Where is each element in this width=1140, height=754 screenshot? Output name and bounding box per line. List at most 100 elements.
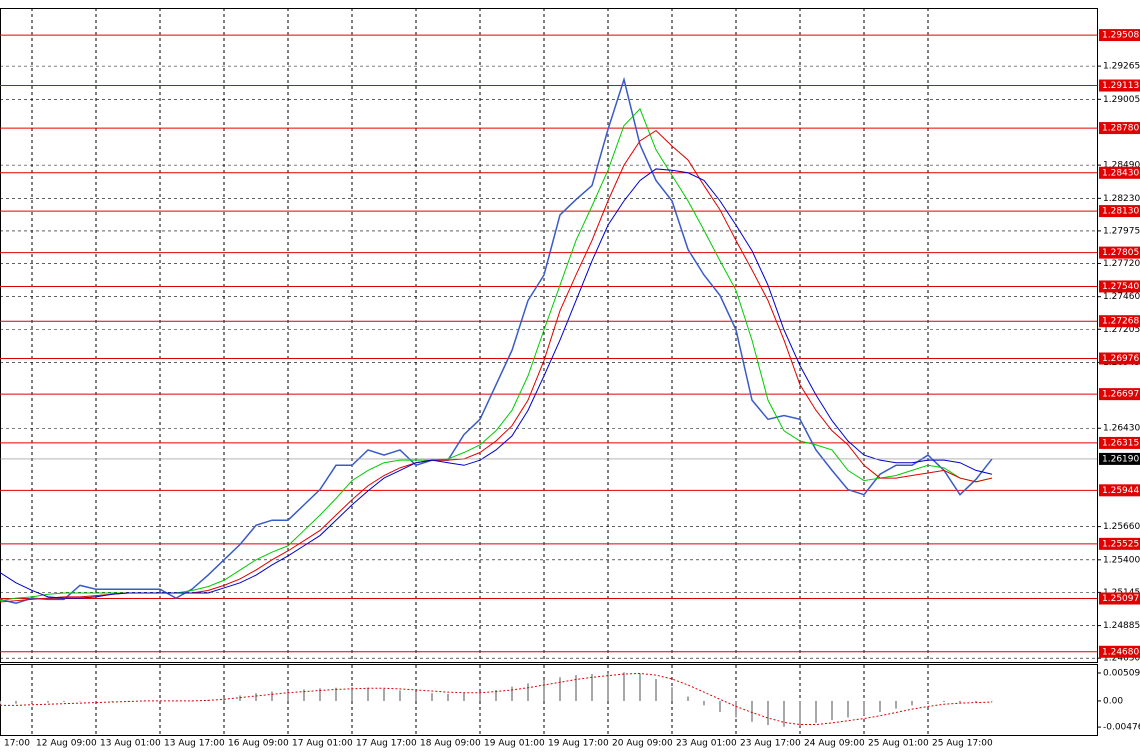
- level-tag: [1099, 246, 1140, 259]
- level-tag: [1099, 280, 1140, 293]
- histogram-bar: [623, 672, 625, 701]
- histogram-bar: [415, 692, 417, 701]
- level-label: 1.29113: [1102, 81, 1139, 91]
- level-tag: [1099, 352, 1140, 365]
- current-price-tag: [1099, 452, 1140, 465]
- level-tag: [1099, 122, 1140, 135]
- indicator-tick-label: 0.00509: [1103, 668, 1140, 678]
- histogram-bar: [367, 687, 369, 701]
- x-tick-label: 25 Aug 17:00: [932, 739, 993, 749]
- level-label: 1.26697: [1102, 390, 1139, 400]
- level-label: 1.25097: [1102, 594, 1139, 604]
- histogram-bar: [719, 700, 721, 712]
- histogram-bar: [63, 700, 65, 703]
- x-tick-label: 16 Aug 09:00: [228, 739, 289, 749]
- main-frame: [0, 8, 1098, 663]
- histogram-bar: [911, 700, 913, 706]
- histogram-bar: [543, 680, 545, 701]
- histogram-bar: [799, 700, 801, 726]
- level-label: 1.27540: [1102, 282, 1139, 292]
- histogram-bar: [751, 700, 753, 722]
- level-label: 1.24680: [1102, 647, 1139, 657]
- indicator-tick-label: -0.00476: [1103, 723, 1140, 733]
- y-tick-label: 1.24885: [1103, 621, 1140, 631]
- level-tag: [1099, 29, 1140, 42]
- histogram-bar: [31, 700, 33, 704]
- histogram-bar: [735, 700, 737, 718]
- level-label: 1.27268: [1102, 317, 1139, 327]
- y-tick-label: 1.26430: [1103, 424, 1140, 434]
- histogram-bar: [111, 700, 113, 702]
- level-label: 1.25525: [1102, 539, 1139, 549]
- x-tick-label: 24 Aug 09:00: [804, 739, 865, 749]
- y-tick-label: 1.24630: [1103, 654, 1140, 664]
- x-tick-label: 19 Aug 17:00: [548, 739, 609, 749]
- level-tag: [1099, 166, 1140, 179]
- level-label: 1.28130: [1102, 207, 1139, 217]
- histogram-bar: [351, 687, 353, 701]
- histogram-bar: [319, 688, 321, 701]
- x-tick-label: 13 Aug 01:00: [100, 739, 161, 749]
- level-tag: [1099, 388, 1140, 401]
- histogram-bar: [447, 693, 449, 701]
- y-tick-label: 1.27205: [1103, 325, 1140, 335]
- histogram-bar: [271, 691, 273, 701]
- signal-line: [0, 672, 993, 726]
- y-tick-label: 1.27975: [1103, 226, 1140, 236]
- x-tick-label: 17 Aug 17:00: [356, 739, 417, 749]
- level-label: 1.28780: [1102, 124, 1139, 134]
- histogram-bar: [863, 700, 865, 716]
- histogram-bar: [591, 674, 593, 701]
- x-tick-label: 23 Aug 01:00: [676, 739, 737, 749]
- histogram-bar: [687, 696, 689, 701]
- histogram-bar: [287, 690, 289, 701]
- histogram-bar: [95, 700, 97, 702]
- histogram-bar: [783, 700, 785, 727]
- level-label: 1.26976: [1102, 354, 1139, 364]
- histogram-bar: [943, 700, 945, 703]
- histogram-bar: [511, 686, 513, 701]
- histogram-bar: [303, 689, 305, 701]
- histogram-bar: [655, 678, 657, 701]
- histogram-bar: [15, 700, 17, 704]
- histogram-bar: [895, 700, 897, 709]
- level-label: 1.28430: [1102, 168, 1139, 178]
- histogram-bar: [671, 687, 673, 701]
- x-tick-label: 17:00: [4, 739, 30, 749]
- histogram-bar: [639, 673, 641, 701]
- histogram-bar: [495, 689, 497, 701]
- level-tag: [1099, 537, 1140, 550]
- histogram-bar: [847, 700, 849, 718]
- y-tick-label: 1.25660: [1103, 522, 1140, 532]
- histogram-bar: [831, 700, 833, 721]
- level-tag: [1099, 484, 1140, 497]
- x-tick-label: 23 Aug 17:00: [740, 739, 801, 749]
- level-tag: [1099, 315, 1140, 328]
- histogram-bar: [79, 700, 81, 702]
- histogram-bar: [975, 700, 977, 703]
- histogram-bar: [559, 677, 561, 701]
- level-tag: [1099, 645, 1140, 658]
- indicator-frame: [0, 664, 1098, 736]
- histogram-bar: [335, 687, 337, 701]
- y-tick-label: 1.28230: [1103, 194, 1140, 204]
- histogram-bar: [767, 700, 769, 726]
- level-tag: [1099, 592, 1140, 605]
- histogram-bar: [463, 693, 465, 701]
- histogram-bar: [991, 700, 993, 702]
- level-tag: [1099, 436, 1140, 449]
- histogram-bar: [815, 700, 817, 723]
- histogram-bar: [479, 692, 481, 701]
- histogram-bar: [607, 672, 609, 701]
- x-tick-label: 19 Aug 01:00: [484, 739, 545, 749]
- histogram-bar: [879, 700, 881, 712]
- level-tag: [1099, 205, 1140, 218]
- indicator-tick-label: 0.00: [1103, 696, 1123, 706]
- histogram-bar: [47, 700, 49, 703]
- level-label: 1.26315: [1102, 438, 1139, 448]
- histogram-bar: [0, 700, 1, 705]
- y-tick-label: 1.25400: [1103, 555, 1140, 565]
